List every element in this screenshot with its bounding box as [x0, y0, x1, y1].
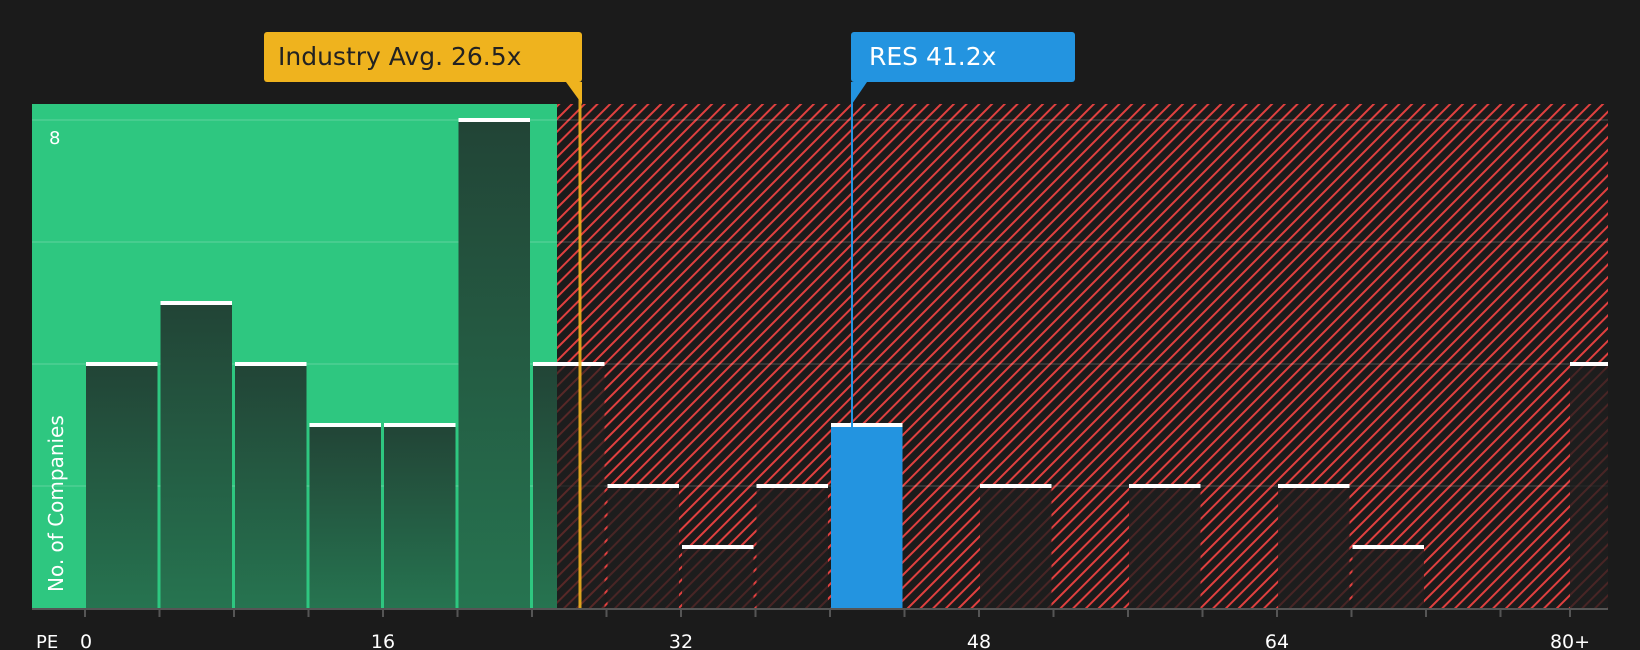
histogram-bar [1352, 545, 1424, 608]
histogram-bars [86, 118, 1608, 608]
bar-cap [682, 545, 754, 549]
bar-cap [160, 301, 232, 305]
x-tick-label: 48 [967, 631, 991, 650]
marker-lines [566, 82, 867, 608]
histogram-bar [235, 362, 307, 608]
company-marker-line [851, 82, 853, 608]
x-tick-label: 16 [371, 631, 395, 650]
histogram-bar [533, 362, 605, 608]
histogram-bar [458, 118, 530, 608]
y-tick-8: 8 [49, 128, 60, 149]
x-tick-label: 64 [1265, 631, 1289, 650]
bar-cap [831, 423, 903, 427]
histogram-bar [86, 362, 158, 608]
bar-cap [756, 484, 828, 488]
histogram-bar [160, 301, 232, 608]
industry-callout-pointer [566, 82, 582, 104]
bar-cap [607, 484, 679, 488]
x-tick-label: 32 [669, 631, 693, 650]
histogram-bar [831, 423, 903, 608]
bar-cap [980, 484, 1052, 488]
histogram-bar [756, 484, 828, 608]
histogram-bar [607, 484, 679, 608]
bar-cap [1278, 484, 1350, 488]
bar-cap [533, 362, 605, 366]
bar-cap [384, 423, 456, 427]
bar-cap [309, 423, 381, 427]
industry-average-callout: Industry Avg. 26.5x [264, 32, 582, 82]
x-axis: 0 16 32 48 64 80+ [32, 608, 1608, 650]
company-pe-label: RES 41.2x [869, 42, 997, 71]
histogram-bar [1278, 484, 1350, 608]
x-axis-title: PE [36, 632, 58, 650]
histogram-bar [1129, 484, 1201, 608]
bar-cap [458, 118, 530, 122]
bar-cap [1570, 362, 1608, 366]
histogram-bar [1570, 362, 1608, 608]
bar-cap [1352, 545, 1424, 549]
y-axis-label: No. of Companies [44, 415, 68, 592]
industry-average-marker-line [578, 82, 582, 608]
bar-cap [86, 362, 158, 366]
bar-cap [1129, 484, 1201, 488]
x-tick-label: 0 [80, 631, 92, 650]
company-callout-pointer [851, 82, 867, 104]
histogram-bar [309, 423, 381, 608]
overvalued-region [557, 104, 1608, 608]
company-pe-callout: RES 41.2x [851, 32, 1075, 82]
bar-cap [235, 362, 307, 366]
histogram-bar [384, 423, 456, 608]
histogram-bar [682, 545, 754, 608]
x-tick-label: 80+ [1550, 631, 1590, 650]
histogram-bar [980, 484, 1052, 608]
industry-average-label: Industry Avg. 26.5x [278, 42, 522, 71]
